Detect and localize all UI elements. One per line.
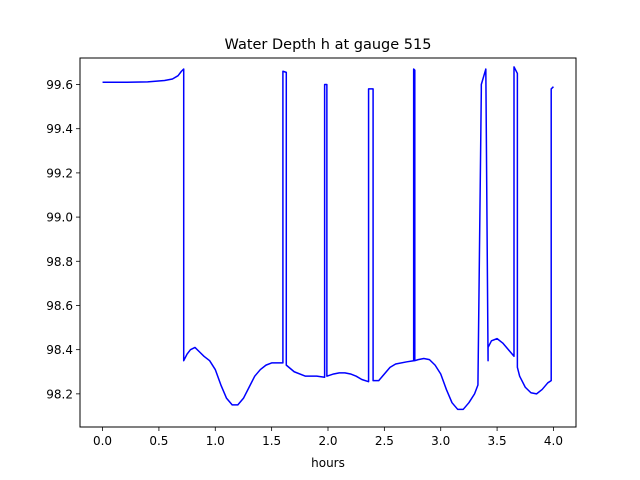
x-tick-label: 4.0 <box>544 434 563 448</box>
x-tick-label: 0.0 <box>93 434 112 448</box>
y-tick-label: 99.2 <box>46 166 73 180</box>
y-tick-label: 99.6 <box>46 78 73 92</box>
x-tick-label: 1.0 <box>206 434 225 448</box>
y-tick-label: 98.2 <box>46 387 73 401</box>
x-tick-label: 2.5 <box>375 434 394 448</box>
plot-area: 0.0 0.5 1.0 1.5 2.0 2.5 3.0 3.5 4.0 98.2 98.4 98.6 9… <box>46 57 577 448</box>
y-tick-label: 98.6 <box>46 299 73 313</box>
y-tick-label: 99.0 <box>46 211 73 225</box>
x-tick-label: 1.5 <box>262 434 281 448</box>
chart-title: Water Depth h at gauge 515 <box>225 37 432 53</box>
x-tick-label: 3.5 <box>488 434 507 448</box>
x-tick-label: 0.5 <box>149 434 168 448</box>
y-tick-label: 99.4 <box>46 122 73 136</box>
series-line-0 <box>102 66 554 411</box>
y-tick-label: 98.8 <box>46 255 73 269</box>
x-tick-label: 3.0 <box>431 434 450 448</box>
x-axis-label: hours <box>311 456 345 470</box>
x-tick-label: 2.0 <box>318 434 337 448</box>
y-tick-label: 98.4 <box>46 343 73 357</box>
